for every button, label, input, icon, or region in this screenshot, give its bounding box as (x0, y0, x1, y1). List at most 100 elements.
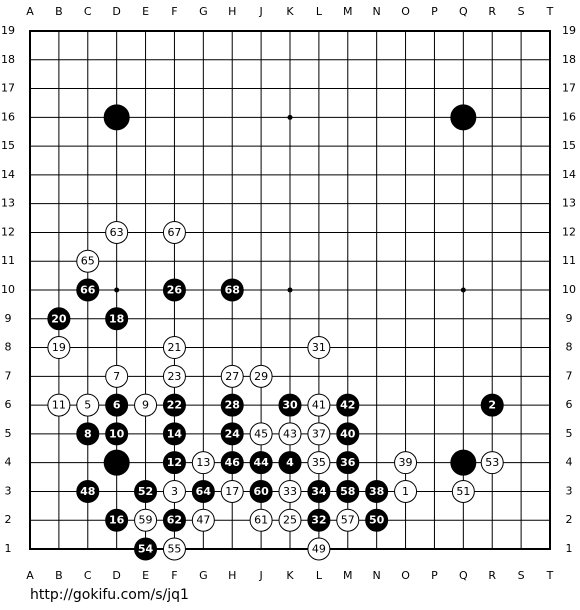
column-label: A (26, 569, 34, 582)
move-number: 7 (113, 370, 120, 383)
row-label: 16 (562, 110, 576, 123)
white-stone (307, 336, 331, 360)
row-label: 8 (5, 341, 12, 354)
white-stone (394, 479, 418, 503)
move-number: 13 (196, 456, 210, 469)
move-number: 58 (340, 485, 355, 498)
white-stone (249, 422, 273, 446)
row-label: 5 (566, 427, 573, 440)
move-number: 41 (312, 399, 326, 412)
column-label: J (258, 5, 262, 18)
move-number: 21 (167, 341, 181, 354)
black-stone (220, 278, 244, 302)
move-number: 65 (81, 255, 95, 268)
row-label: 14 (562, 168, 576, 181)
black-stone (365, 479, 389, 503)
move-number: 34 (311, 485, 327, 498)
move-number: 62 (167, 514, 182, 527)
move-number: 24 (225, 427, 241, 440)
row-label: 9 (5, 312, 12, 325)
black-stone (105, 422, 129, 446)
white-stone (105, 364, 129, 388)
row-label: 6 (5, 398, 12, 411)
column-label: B (55, 5, 63, 18)
black-stone (76, 278, 100, 302)
move-number: 54 (138, 543, 154, 556)
move-number: 30 (282, 399, 298, 412)
column-label: M (343, 5, 353, 18)
black-stone (307, 508, 331, 532)
white-stone (134, 508, 158, 532)
move-number: 5 (84, 399, 91, 412)
white-stone (76, 393, 100, 417)
white-stone (278, 508, 302, 532)
move-number: 47 (196, 514, 210, 527)
row-label: 19 (562, 24, 576, 37)
move-number: 63 (110, 226, 124, 239)
white-stone (134, 393, 158, 417)
white-stone (162, 364, 186, 388)
move-number: 2 (488, 399, 496, 412)
move-number: 64 (196, 485, 212, 498)
row-label: 13 (1, 197, 15, 210)
move-number: 20 (51, 312, 67, 325)
black-stone (47, 307, 71, 331)
move-number: 68 (225, 284, 240, 297)
white-stone (191, 508, 215, 532)
star-point (460, 287, 466, 293)
row-label: 9 (566, 312, 573, 325)
move-number: 19 (52, 341, 66, 354)
move-number: 8 (84, 427, 92, 440)
column-label: D (112, 5, 120, 18)
black-stone (134, 479, 158, 503)
column-label: G (199, 569, 208, 582)
move-number: 37 (312, 427, 326, 440)
move-number: 1 (402, 485, 409, 498)
white-stone (220, 364, 244, 388)
move-number: 10 (109, 427, 125, 440)
move-number: 25 (283, 514, 297, 527)
black-stone (162, 451, 186, 475)
move-number: 55 (167, 543, 181, 556)
move-number: 3 (171, 485, 178, 498)
black-stone (336, 422, 360, 446)
white-stone (451, 479, 475, 503)
column-label: K (286, 569, 294, 582)
move-number: 6 (113, 399, 121, 412)
white-stone (278, 422, 302, 446)
black-stone (220, 451, 244, 475)
column-label: G (199, 5, 208, 18)
move-number: 27 (225, 370, 239, 383)
black-stone (162, 422, 186, 446)
move-number: 42 (340, 399, 355, 412)
move-number: 29 (254, 370, 268, 383)
row-label: 17 (562, 82, 576, 95)
move-number: 18 (109, 312, 124, 325)
black-stone (134, 537, 158, 561)
column-label: R (488, 569, 496, 582)
column-label: D (112, 569, 120, 582)
column-label: T (546, 569, 554, 582)
move-number: 45 (254, 427, 268, 440)
black-stone (249, 479, 273, 503)
star-point (114, 287, 120, 293)
column-label: T (546, 5, 554, 18)
black-stone (105, 508, 129, 532)
row-label: 7 (566, 369, 573, 382)
move-number: 52 (138, 485, 153, 498)
black-stone (76, 422, 100, 446)
column-label: N (373, 5, 381, 18)
column-label: E (142, 5, 149, 18)
black-stone (162, 278, 186, 302)
column-label: C (84, 5, 92, 18)
column-label: F (171, 5, 177, 18)
column-label: F (171, 569, 177, 582)
column-label: K (286, 5, 294, 18)
column-label: N (373, 569, 381, 582)
source-url: http://gokifu.com/s/jq1 (30, 587, 189, 603)
move-number: 50 (369, 514, 385, 527)
row-label: 14 (1, 168, 15, 181)
row-label: 19 (1, 24, 15, 37)
column-label: R (488, 5, 496, 18)
row-label: 8 (566, 341, 573, 354)
